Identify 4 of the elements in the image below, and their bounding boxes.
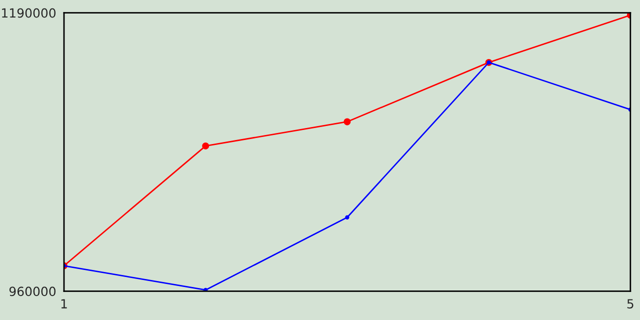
y-tick-label: 1190000 bbox=[2, 8, 56, 18]
x-tick-label: 5 bbox=[627, 299, 634, 309]
x-tick-label: 1 bbox=[61, 299, 67, 308]
y-tick-label: 960000 bbox=[9, 286, 56, 296]
